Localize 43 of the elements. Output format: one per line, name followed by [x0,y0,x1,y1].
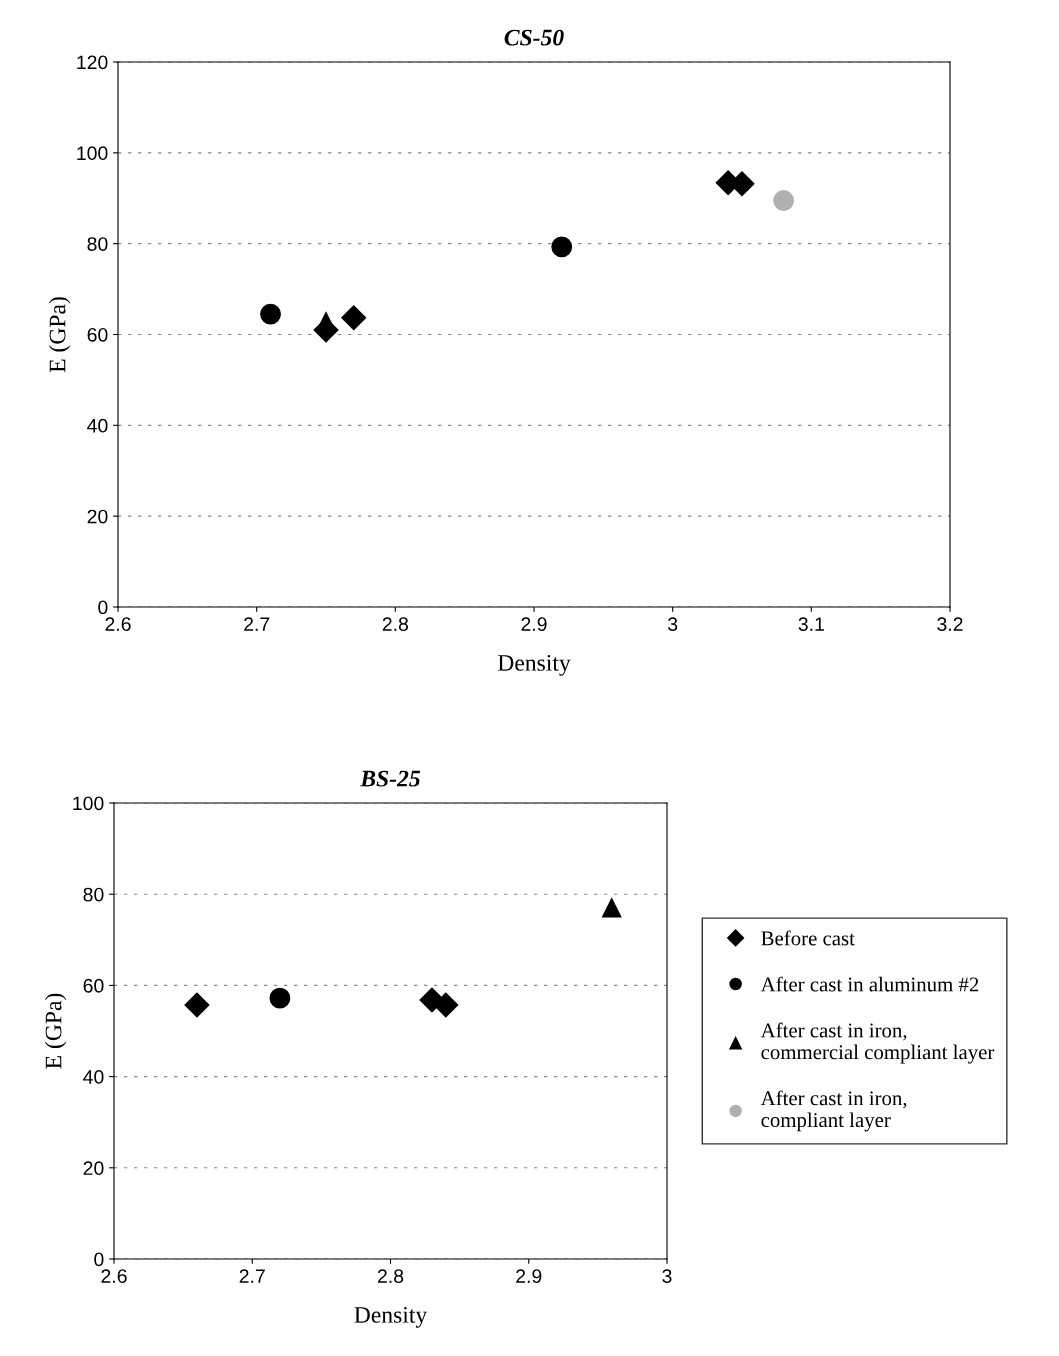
x-tick-label: 2.8 [377,1269,404,1283]
x-axis-title: Density [354,1306,428,1328]
legend-label: Before cast [761,930,855,946]
y-tick-label: 100 [73,796,104,811]
chart-title: CS-50 [504,29,564,46]
x-axis-title: Density [497,654,571,676]
point [551,236,573,258]
x-tick-label: 3.2 [937,617,963,631]
point [433,992,459,1018]
point [184,992,210,1018]
y-tick-label: 100 [77,146,108,161]
y-axis-title: E (GPa) [44,993,67,1069]
legend-label: After cast in iron, compliant layer [760,1090,907,1132]
y-tick-label: 0 [98,600,108,615]
y-axis-title: E (GPa) [48,297,71,373]
point [341,305,367,331]
y-tick-label: 120 [77,55,108,70]
point [269,987,291,1009]
legend-label: After cast in iron, commercial compliant layer [760,1022,995,1064]
x-tick-label: 3 [662,1269,672,1283]
point [601,898,622,918]
y-tick-label: 80 [87,237,108,251]
point [260,303,281,325]
legend-label: After cast in aluminum #2 [760,976,979,992]
y-tick-label: 0 [94,1252,104,1267]
x-tick-label: 3.1 [798,617,824,631]
x-tick-label: 2.8 [382,617,408,631]
y-tick-label: 20 [83,1161,104,1176]
y-tick-label: 60 [87,327,108,342]
y-tick-label: 40 [83,1070,104,1084]
x-tick-label: 2.9 [516,1269,542,1283]
x-tick-label: 3 [668,617,678,631]
chart-title: BS-25 [360,770,421,787]
x-tick-label: 2.7 [239,1269,265,1283]
x-tick-label: 2.7 [244,617,270,631]
x-tick-label: 2.9 [521,617,547,631]
y-tick-label: 40 [87,418,108,433]
y-tick-label: 80 [83,887,104,902]
x-tick-label: 2.6 [101,1269,127,1283]
y-tick-label: 20 [87,509,108,524]
x-tick-label: 2.6 [105,617,131,631]
point [773,190,795,211]
y-tick-label: 60 [83,978,104,993]
